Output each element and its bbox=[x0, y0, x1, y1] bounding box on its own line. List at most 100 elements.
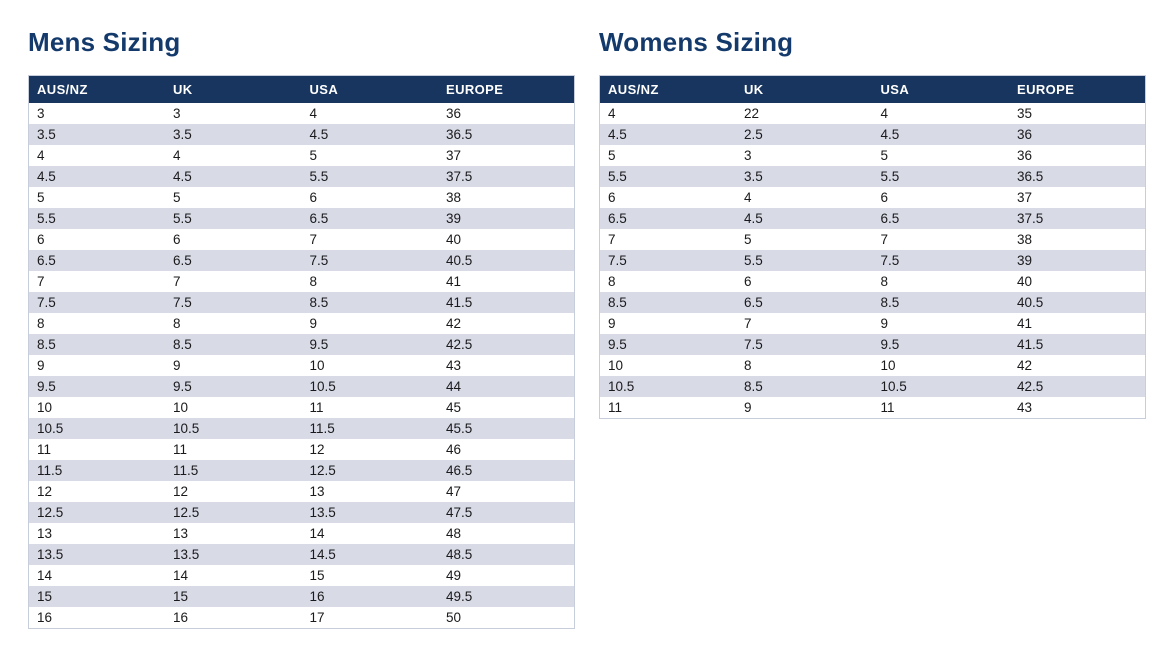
table-cell: 37.5 bbox=[1017, 211, 1044, 226]
table-cell: 5 bbox=[608, 148, 616, 163]
table-row: 6 6 7 40 bbox=[28, 229, 575, 250]
table-cell: 36 bbox=[1017, 148, 1033, 163]
table-cell: 8 bbox=[309, 274, 318, 289]
table-cell: 35 bbox=[1017, 106, 1033, 121]
table-cell: 6.5 bbox=[880, 211, 900, 226]
table-cell: 16 bbox=[37, 610, 53, 625]
table-cell: 10 bbox=[608, 358, 624, 373]
table-cell: 49.5 bbox=[446, 589, 473, 604]
table-cell: 15 bbox=[309, 568, 325, 583]
table-cell: 11 bbox=[608, 400, 623, 415]
table-cell: 8.5 bbox=[608, 295, 627, 310]
table-cell: 7.5 bbox=[744, 337, 763, 352]
table-cell: 8 bbox=[37, 316, 45, 331]
table-cell: 5 bbox=[309, 148, 318, 163]
table-cell: 36.5 bbox=[1017, 169, 1044, 184]
table-row: 4.5 4.5 5.5 37.5 bbox=[28, 166, 575, 187]
table-row: 9.5 7.5 9.5 41.5 bbox=[599, 334, 1146, 355]
table-cell: 4 bbox=[880, 106, 889, 121]
table-cell: 15 bbox=[173, 589, 189, 604]
table-cell: 12.5 bbox=[37, 505, 64, 520]
table-cell: 14 bbox=[37, 568, 53, 583]
table-cell: 40.5 bbox=[446, 253, 473, 268]
table-cell: 42.5 bbox=[446, 337, 473, 352]
table-row: 9.5 9.5 10.5 44 bbox=[28, 376, 575, 397]
table-cell: 37 bbox=[446, 148, 462, 163]
womens-table-header: AUS/NZ UK USA EUROPE bbox=[599, 75, 1146, 103]
table-cell: 4.5 bbox=[744, 211, 763, 226]
table-cell: 7.5 bbox=[37, 295, 56, 310]
column-header: UK bbox=[165, 75, 302, 103]
table-cell: 7 bbox=[608, 232, 616, 247]
table-cell: 50 bbox=[446, 610, 462, 625]
table-row: 16 16 17 50 bbox=[28, 607, 575, 629]
table-row: 10.5 8.5 10.5 42.5 bbox=[599, 376, 1146, 397]
table-cell: 5 bbox=[880, 148, 889, 163]
table-cell: 17 bbox=[309, 610, 325, 625]
table-cell: 4 bbox=[608, 106, 616, 121]
table-cell: 13 bbox=[37, 526, 53, 541]
table-cell: 4.5 bbox=[608, 127, 627, 142]
table-cell: 12 bbox=[37, 484, 53, 499]
table-cell: 10.5 bbox=[880, 379, 907, 394]
table-cell: 7 bbox=[309, 232, 318, 247]
table-cell: 9.5 bbox=[608, 337, 627, 352]
table-cell: 6.5 bbox=[309, 211, 329, 226]
table-row: 11.5 11.5 12.5 46.5 bbox=[28, 460, 575, 481]
table-cell: 4 bbox=[173, 148, 181, 163]
table-row: 6.5 4.5 6.5 37.5 bbox=[599, 208, 1146, 229]
table-row: 5.5 5.5 6.5 39 bbox=[28, 208, 575, 229]
table-cell: 10 bbox=[309, 358, 325, 373]
table-cell: 12 bbox=[309, 442, 325, 457]
table-cell: 10 bbox=[173, 400, 189, 415]
table-cell: 39 bbox=[446, 211, 462, 226]
table-row: 4.5 2.5 4.5 36 bbox=[599, 124, 1146, 145]
womens-sizing-section: Womens Sizing AUS/NZ UK USA EUROPE 4 22 4 35 4.… bbox=[599, 27, 1146, 419]
table-cell: 43 bbox=[446, 358, 462, 373]
table-cell: 10 bbox=[37, 400, 53, 415]
table-cell: 5 bbox=[37, 190, 45, 205]
table-cell: 8 bbox=[173, 316, 181, 331]
table-cell: 11 bbox=[309, 400, 324, 415]
table-cell: 6.5 bbox=[744, 295, 763, 310]
table-cell: 5 bbox=[744, 232, 752, 247]
table-cell: 49 bbox=[446, 568, 462, 583]
column-header: AUS/NZ bbox=[599, 75, 736, 103]
table-row: 8 6 8 40 bbox=[599, 271, 1146, 292]
table-cell: 4.5 bbox=[173, 169, 192, 184]
table-cell: 46 bbox=[446, 442, 462, 457]
table-cell: 9 bbox=[37, 358, 45, 373]
mens-sizing-section: Mens Sizing AUS/NZ UK USA EUROPE 3 3 4 36 3.5 3.… bbox=[28, 27, 575, 629]
column-header: USA bbox=[301, 75, 438, 103]
table-cell: 9.5 bbox=[173, 379, 192, 394]
table-cell: 47.5 bbox=[446, 505, 473, 520]
column-header: EUROPE bbox=[438, 75, 575, 103]
table-cell: 47 bbox=[446, 484, 462, 499]
table-cell: 6 bbox=[608, 190, 616, 205]
table-cell: 7.5 bbox=[309, 253, 329, 268]
womens-table-body: 4 22 4 35 4.5 2.5 4.5 36 5 3 5 36 5.5 3.5 5.5 36.5 6 4 6 37… bbox=[599, 103, 1146, 419]
column-header: USA bbox=[872, 75, 1009, 103]
table-cell: 3 bbox=[37, 106, 45, 121]
table-row: 7 5 7 38 bbox=[599, 229, 1146, 250]
table-cell: 44 bbox=[446, 379, 462, 394]
table-cell: 12.5 bbox=[173, 505, 200, 520]
table-cell: 9 bbox=[880, 316, 889, 331]
table-cell: 48.5 bbox=[446, 547, 473, 562]
table-cell: 48 bbox=[446, 526, 462, 541]
table-cell: 10 bbox=[880, 358, 896, 373]
table-cell: 38 bbox=[446, 190, 462, 205]
table-cell: 11 bbox=[37, 442, 52, 457]
table-row: 5 3 5 36 bbox=[599, 145, 1146, 166]
table-row: 8 8 9 42 bbox=[28, 313, 575, 334]
table-cell: 7.5 bbox=[608, 253, 627, 268]
table-cell: 6.5 bbox=[37, 253, 56, 268]
table-row: 3.5 3.5 4.5 36.5 bbox=[28, 124, 575, 145]
column-header: UK bbox=[736, 75, 873, 103]
table-cell: 4 bbox=[37, 148, 45, 163]
table-cell: 11.5 bbox=[309, 421, 335, 436]
table-cell: 7 bbox=[173, 274, 181, 289]
table-cell: 4.5 bbox=[880, 127, 900, 142]
table-cell: 5.5 bbox=[173, 211, 192, 226]
